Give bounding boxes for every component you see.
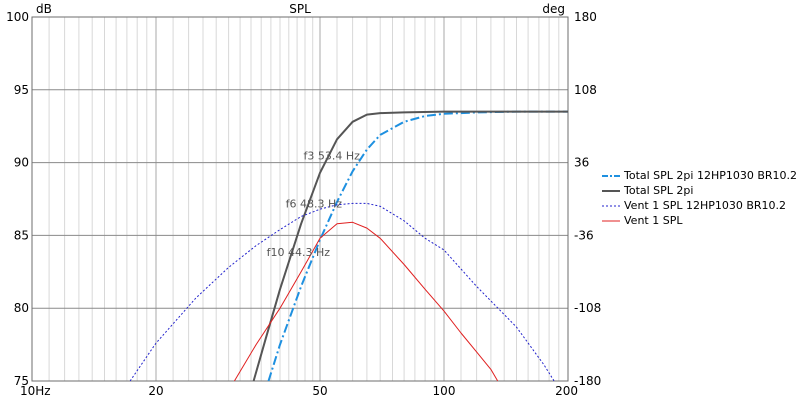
legend-swatch xyxy=(602,175,620,177)
series-line xyxy=(252,110,568,382)
legend-label: Vent 1 SPL 12HP1030 BR10.2 xyxy=(624,199,787,212)
legend-swatch xyxy=(602,190,620,192)
y2-tick-label: 36 xyxy=(574,156,589,170)
legend-entry: Total SPL 2pi 12HP1030 BR10.2 xyxy=(600,168,796,183)
legend-label: Total SPL 2pi xyxy=(624,184,694,197)
annotation-label: f10 44.3 Hz xyxy=(267,246,331,259)
x-tick-label: 50 xyxy=(312,384,327,398)
y2-tick-label: 180 xyxy=(574,10,597,24)
y2-axis-unit: deg xyxy=(542,2,565,16)
y-axis-unit: dB xyxy=(36,2,52,16)
plot-frame xyxy=(31,16,569,382)
annotation-layer: f3 53.4 Hz f6 48.3 Hz f10 44.3 Hz xyxy=(267,150,361,259)
series-line xyxy=(267,110,568,382)
x-tick-label: 20 xyxy=(148,384,163,398)
series-line xyxy=(233,221,499,382)
x-tick-label: 10Hz xyxy=(20,384,51,398)
y-tick-label: 80 xyxy=(14,301,29,315)
y-tick-label: 95 xyxy=(14,83,29,97)
legend-entry: Total SPL 2pi xyxy=(600,183,796,198)
axis-labels: SPL dB deg xyxy=(36,2,565,16)
legend-entry: Vent 1 SPL 12HP1030 BR10.2 xyxy=(600,198,796,213)
x-tick-label: 100 xyxy=(433,384,456,398)
series-line xyxy=(129,202,555,382)
legend: Total SPL 2pi 12HP1030 BR10.2 Total SPL 2… xyxy=(600,168,796,228)
minor-grid xyxy=(48,17,560,381)
x-tick-labels: 10Hz 20 50 100 200 xyxy=(20,384,578,398)
chart-title: SPL xyxy=(289,2,311,16)
legend-label: Total SPL 2pi 12HP1030 BR10.2 xyxy=(624,169,796,182)
legend-label: Vent 1 SPL xyxy=(624,214,683,227)
y2-tick-labels: -180 -108 -36 36 108 180 xyxy=(574,10,601,388)
y-tick-label: 90 xyxy=(14,156,29,170)
x-tick-label: 200 xyxy=(555,384,578,398)
annotation-label: f3 53.4 Hz xyxy=(303,150,360,163)
major-grid xyxy=(32,17,568,381)
y2-tick-label: -108 xyxy=(574,301,601,315)
legend-entry: Vent 1 SPL xyxy=(600,213,796,228)
y2-tick-label: -36 xyxy=(574,228,594,242)
y-tick-labels: 75 80 85 90 95 100 xyxy=(6,10,29,388)
series-layer xyxy=(129,110,568,382)
y2-tick-label: -180 xyxy=(574,374,601,388)
y2-tick-label: 108 xyxy=(574,83,597,97)
annotation-label: f6 48.3 Hz xyxy=(286,198,343,211)
legend-swatch xyxy=(602,220,620,222)
y-tick-label: 75 xyxy=(14,374,29,388)
legend-swatch xyxy=(602,205,620,207)
y-tick-label: 100 xyxy=(6,10,29,24)
y-tick-label: 85 xyxy=(14,228,29,242)
